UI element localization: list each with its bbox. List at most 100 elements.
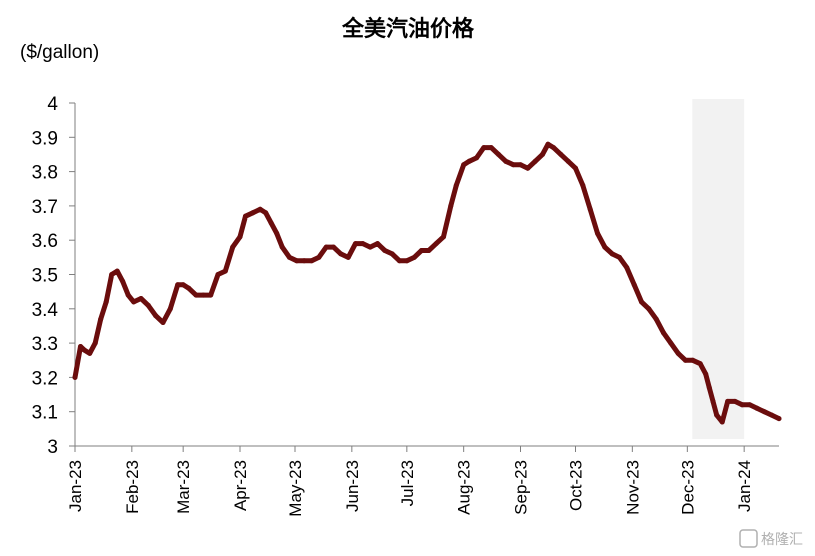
x-tick-label: Jan-23: [66, 460, 85, 512]
data-point: [595, 230, 600, 236]
data-point: [180, 282, 186, 288]
data-point: [580, 182, 586, 188]
data-point: [587, 206, 593, 212]
data-point: [78, 344, 83, 349]
data-point: [331, 244, 336, 250]
data-point: [532, 158, 538, 164]
y-tick-label: 3: [47, 437, 58, 458]
data-point: [338, 251, 344, 257]
data-point: [92, 340, 98, 346]
data-point: [230, 244, 236, 250]
watermark-logo-icon: [739, 529, 758, 548]
watermark-text: 格隆汇: [761, 532, 803, 548]
data-point: [131, 299, 137, 305]
data-point: [609, 251, 615, 257]
data-point: [175, 282, 181, 288]
data-point: [545, 141, 551, 147]
data-point: [697, 361, 703, 367]
y-tick-label: 3.4: [32, 300, 59, 321]
data-point: [274, 230, 280, 236]
data-point: [725, 398, 731, 404]
x-tick-label: Apr-23: [231, 460, 250, 511]
data-point: [776, 416, 782, 422]
data-point: [653, 316, 659, 322]
x-tick-label: Oct-23: [567, 460, 586, 511]
x-tick-label: Dec-23: [678, 460, 697, 515]
x-tick-label: May-23: [286, 460, 305, 517]
data-points: [72, 141, 782, 425]
data-point: [397, 258, 402, 264]
y-tick-label: 3.3: [32, 334, 58, 355]
y-tick-label: 3.5: [32, 266, 58, 287]
data-point: [732, 398, 738, 404]
data-point: [323, 244, 329, 250]
data-point: [631, 282, 637, 288]
data-point: [360, 241, 366, 247]
data-point: [481, 145, 487, 151]
x-tick-label: Feb-23: [123, 460, 142, 514]
data-point: [703, 371, 709, 377]
data-point: [719, 419, 725, 425]
data-point: [714, 412, 720, 418]
data-point: [624, 265, 630, 271]
data-point: [411, 254, 417, 260]
data-point: [496, 151, 501, 157]
y-tick-label: 3.2: [32, 368, 58, 389]
data-point: [433, 241, 439, 247]
data-point: [747, 402, 753, 408]
data-point: [404, 258, 410, 264]
data-point: [419, 248, 424, 253]
data-point: [153, 313, 159, 319]
data-point: [602, 244, 608, 250]
data-point: [474, 155, 479, 161]
data-point: [120, 278, 126, 284]
data-point: [250, 210, 256, 216]
data-point: [466, 158, 472, 164]
data-point: [109, 272, 115, 277]
data-point: [769, 412, 775, 418]
data-point: [309, 258, 314, 264]
data-point: [382, 248, 388, 253]
x-tick-label: Nov-23: [623, 460, 642, 515]
data-point: [294, 258, 300, 264]
data-point: [81, 347, 87, 353]
data-point: [761, 409, 767, 415]
data-point: [453, 182, 459, 188]
data-point: [98, 316, 104, 322]
data-point: [375, 241, 380, 247]
y-tick-label: 3.8: [32, 163, 58, 184]
data-point: [103, 299, 109, 305]
data-point: [389, 251, 395, 257]
y-unit-label: ($/gallon): [20, 42, 99, 63]
x-tick-label: Sep-23: [512, 460, 531, 515]
data-point: [114, 268, 120, 274]
data-point: [138, 296, 144, 301]
data-point: [426, 248, 432, 253]
data-point: [353, 241, 358, 247]
data-point: [710, 398, 716, 404]
y-tick-label: 3.1: [32, 403, 58, 424]
data-point: [301, 258, 307, 264]
data-point: [263, 210, 269, 216]
y-tick-label: 4: [47, 94, 58, 115]
data-point: [193, 292, 199, 298]
data-point: [279, 244, 285, 250]
chart-title: 全美汽油价格: [341, 16, 475, 42]
data-point: [448, 203, 454, 209]
data-point: [316, 254, 322, 260]
data-point: [345, 254, 351, 260]
data-point: [646, 306, 652, 312]
x-tick-label: Jul-23: [398, 460, 417, 506]
y-ticks: 3 3.1 3.2 3.3 3.4 3.5 3.6 3.7 3.8 3.9 4: [32, 94, 75, 458]
data-point: [186, 285, 192, 291]
data-point: [160, 320, 166, 325]
x-tick-label: Aug-23: [455, 460, 474, 515]
data-point: [639, 299, 644, 305]
price-line: [72, 141, 782, 425]
data-point: [200, 292, 206, 298]
x-tick-label: Mar-23: [174, 460, 193, 514]
data-point: [754, 405, 760, 411]
data-point: [87, 350, 93, 356]
y-tick-label: 3.7: [32, 197, 58, 218]
